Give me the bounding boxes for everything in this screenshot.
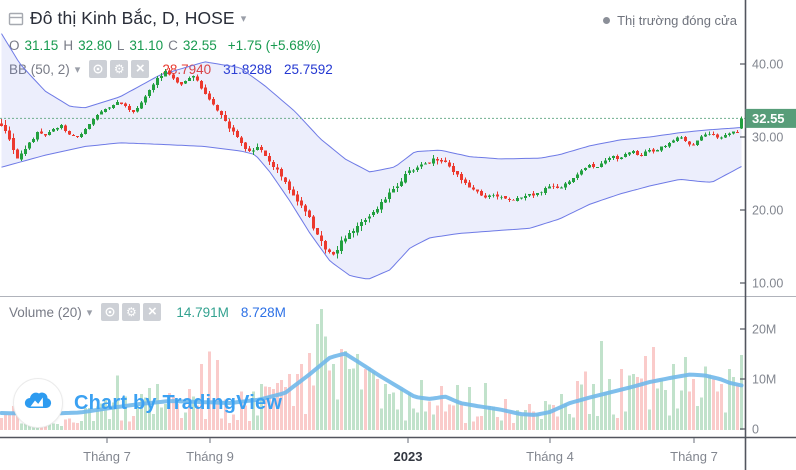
- price-tick-label: 20.00: [752, 204, 783, 218]
- change-value: +1.75 (+5.68%): [227, 38, 321, 53]
- price-tick-label: 30.00: [752, 131, 783, 145]
- bb-legend-buttons: ⚙ ×: [89, 60, 150, 78]
- layout-grid-icon: [8, 11, 24, 27]
- chevron-down-icon[interactable]: ▾: [240, 13, 247, 25]
- open-label: O: [9, 38, 20, 53]
- chevron-down-icon[interactable]: ▾: [74, 63, 81, 76]
- price-tick-label: 10.00: [752, 277, 783, 291]
- remove-indicator-button[interactable]: ×: [131, 60, 150, 78]
- volume-current-value: 14.791M: [176, 304, 229, 320]
- settings-gear-button[interactable]: ⚙: [122, 303, 141, 321]
- volume-axis[interactable]: 20M 10M 0: [740, 323, 776, 437]
- high-value: 32.80: [78, 38, 112, 53]
- low-value: 31.10: [129, 38, 164, 53]
- open-value: 31.15: [24, 38, 59, 53]
- candlesticks: [0, 67, 743, 259]
- volume-tick-label: 0: [752, 423, 759, 437]
- svg-text:32.55: 32.55: [752, 111, 785, 126]
- remove-indicator-button[interactable]: ×: [143, 303, 162, 321]
- close-value: 32.55: [182, 38, 217, 53]
- volume-legend-buttons: ⚙ ×: [101, 303, 162, 321]
- bb-lower-value: 25.7592: [283, 61, 333, 77]
- symbol-title[interactable]: Đô thị Kinh Bắc, D, HOSE: [30, 8, 235, 28]
- symbol-header[interactable]: Đô thị Kinh Bắc, D, HOSE ▾: [8, 8, 246, 29]
- close-label: C: [168, 38, 178, 53]
- volume-ma-value: 8.728M: [240, 304, 286, 320]
- ohlc-legend: O 31.15 H 32.80 L 31.10 C 32.55 +1.75 (+…: [9, 38, 321, 53]
- time-axis[interactable]: Tháng 7 Tháng 9 2023 Tháng 4 Tháng 7: [83, 438, 718, 464]
- bb-label[interactable]: BB (50, 2): [9, 61, 70, 77]
- bb-indicator-legend[interactable]: BB (50, 2) ▾ ⚙ × 28.7940 31.8288 25.7592: [9, 60, 333, 78]
- time-tick-label: Tháng 7: [670, 449, 718, 464]
- last-price-badge: 32.55: [745, 108, 796, 128]
- volume-tick-label: 10M: [752, 373, 776, 387]
- price-axis[interactable]: 40.00 30.00 20.00 10.00: [740, 58, 783, 291]
- visibility-eye-button[interactable]: [101, 303, 120, 321]
- time-tick-label: Tháng 9: [186, 449, 234, 464]
- bb-basis-value: 28.7940: [162, 61, 212, 77]
- visibility-eye-button[interactable]: [89, 60, 108, 78]
- volume-tick-label: 20M: [752, 323, 776, 337]
- tradingview-logo-icon[interactable]: [13, 378, 63, 428]
- time-tick-label: 2023: [394, 449, 423, 464]
- high-label: H: [63, 38, 74, 53]
- volume-label[interactable]: Volume (20): [9, 304, 82, 320]
- market-status: Thị trường đóng cửa: [603, 13, 737, 28]
- market-status-text: Thị trường đóng cửa: [617, 13, 737, 28]
- price-tick-label: 40.00: [752, 58, 783, 72]
- watermark-text[interactable]: Chart by TradingView: [74, 391, 283, 414]
- bb-upper-value: 31.8288: [223, 61, 272, 77]
- settings-gear-button[interactable]: ⚙: [110, 60, 129, 78]
- tradingview-watermark[interactable]: Chart by TradingView: [13, 378, 282, 428]
- time-tick-label: Tháng 4: [526, 449, 574, 464]
- volume-indicator-legend[interactable]: Volume (20) ▾ ⚙ × 14.791M 8.728M: [9, 303, 286, 321]
- market-status-dot-icon: [603, 17, 611, 24]
- time-tick-label: Tháng 7: [83, 449, 131, 464]
- chevron-down-icon[interactable]: ▾: [86, 306, 93, 319]
- low-label: L: [116, 38, 125, 53]
